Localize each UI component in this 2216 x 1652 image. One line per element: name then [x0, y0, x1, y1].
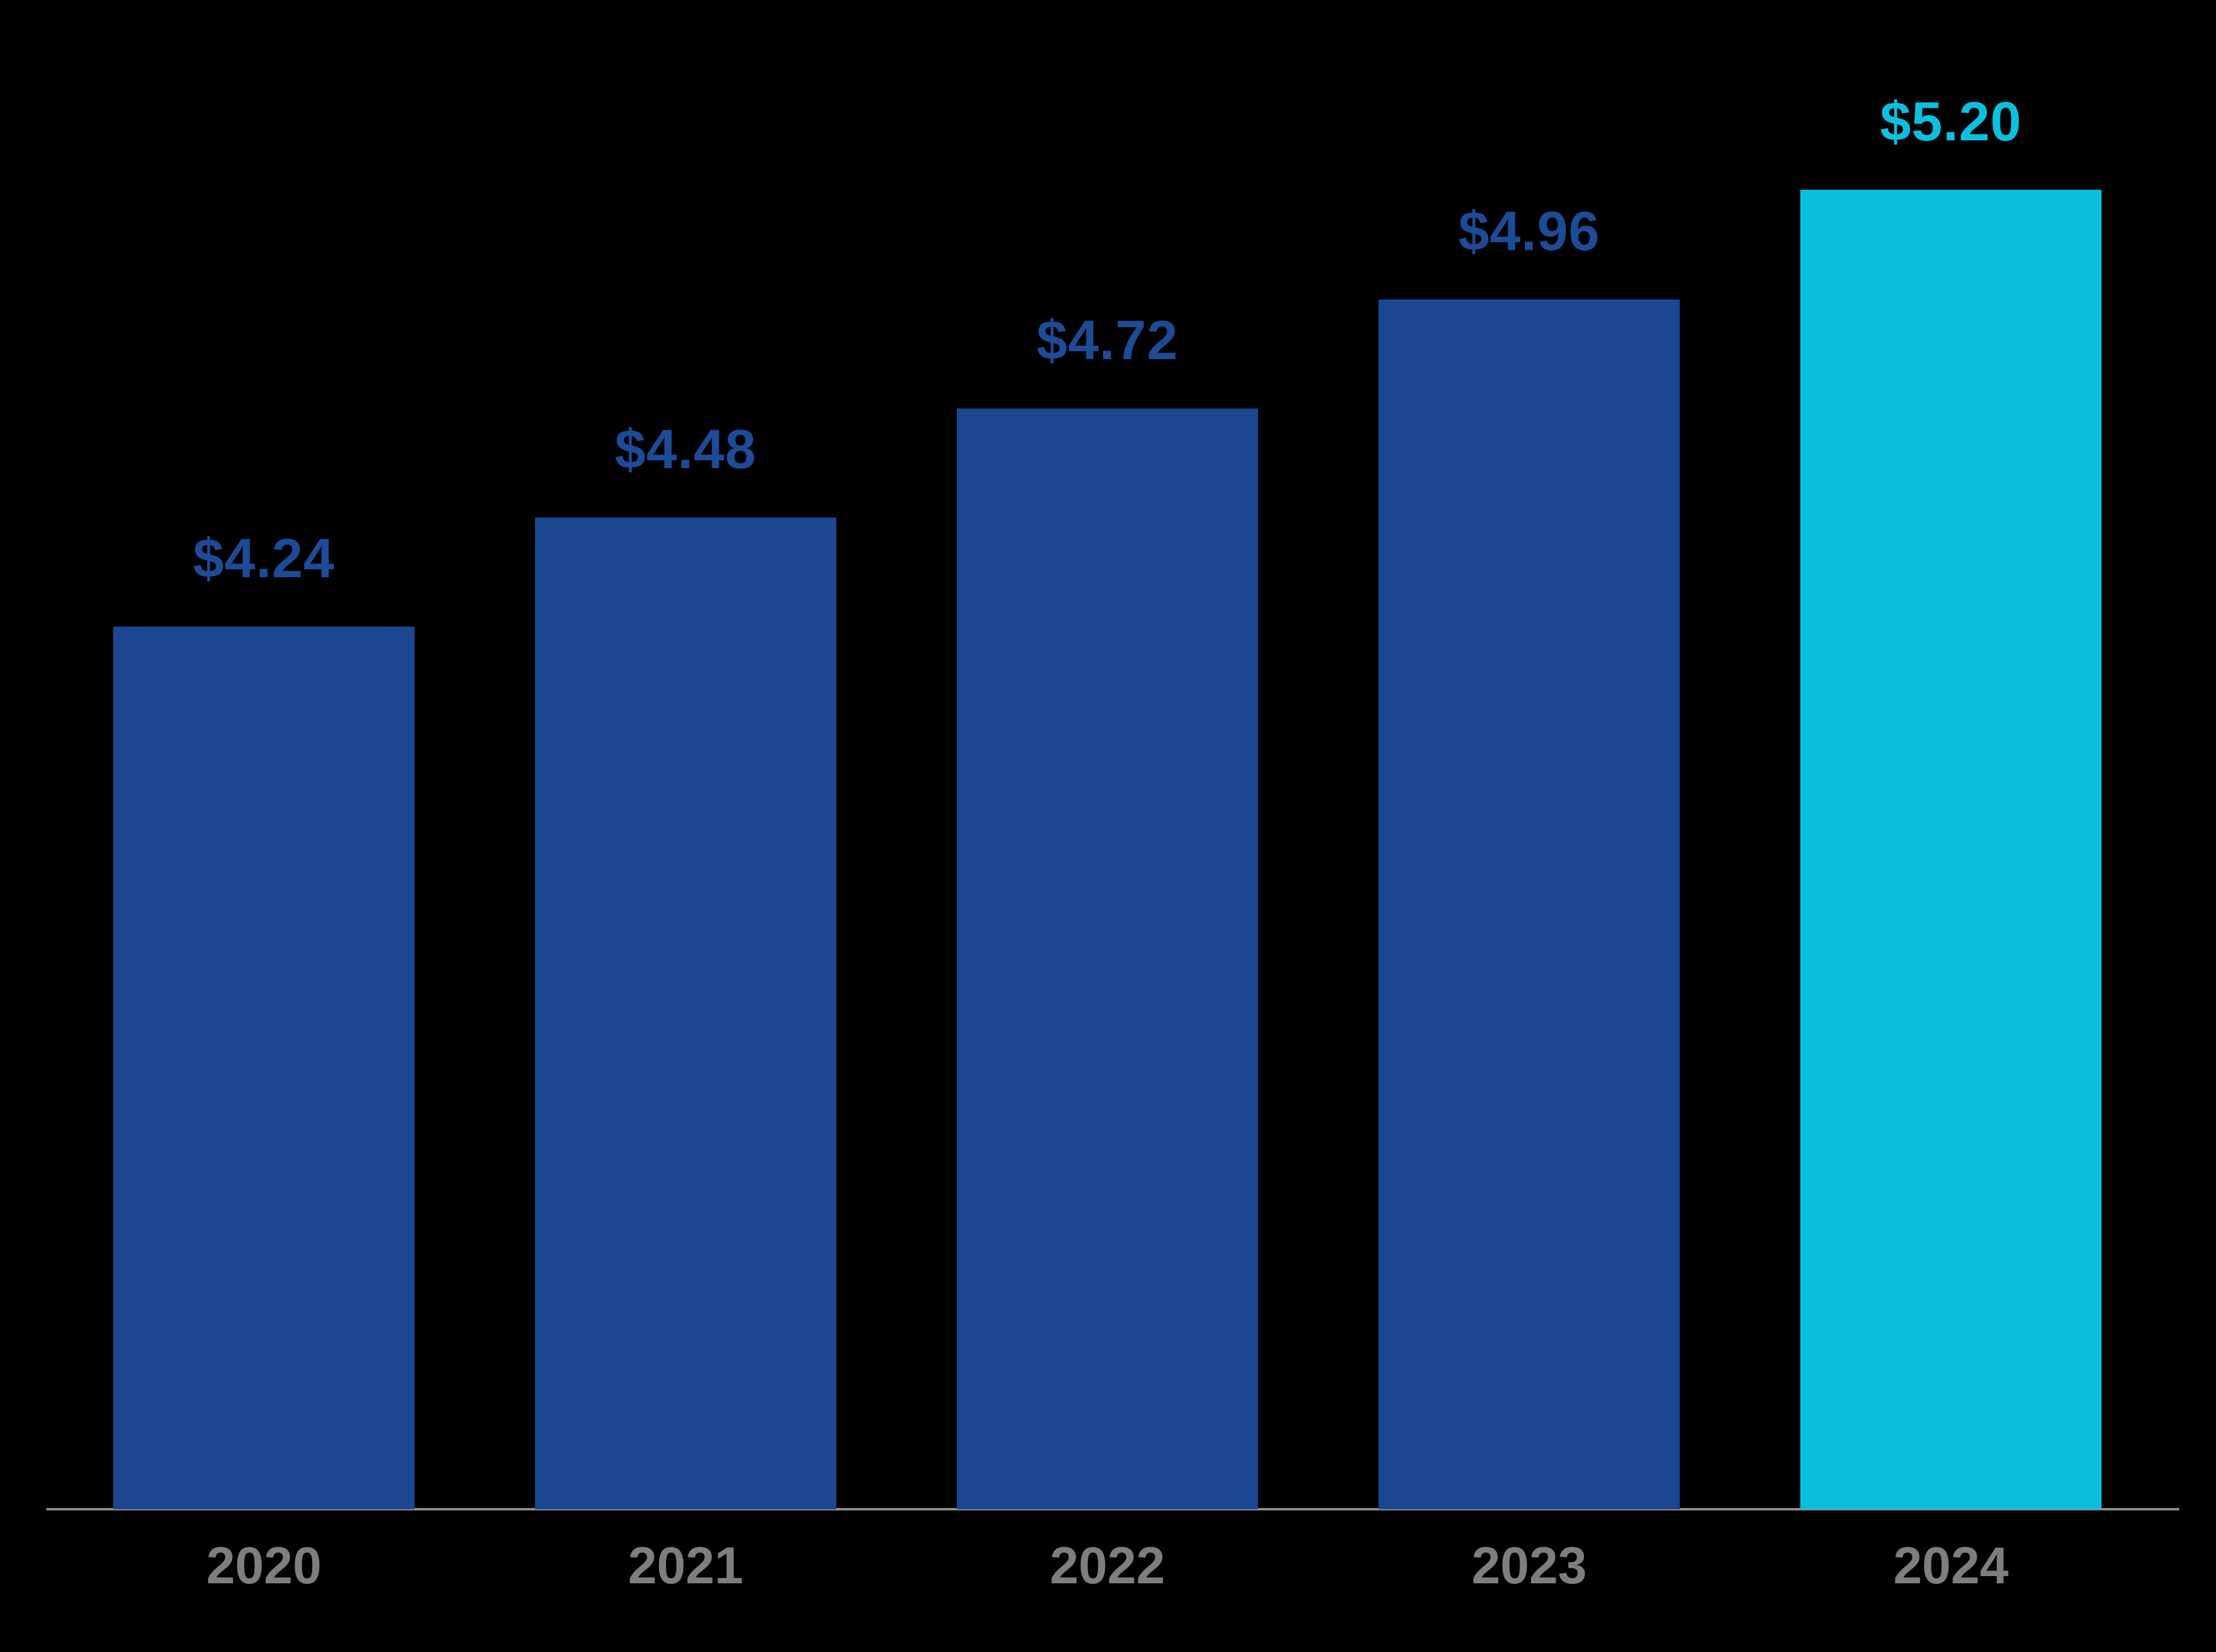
- bar-value-label: $4.24: [193, 528, 335, 589]
- bar-value-label: $4.48: [615, 419, 757, 480]
- bar-value-label: $4.72: [1036, 310, 1178, 371]
- x-axis-label: 2021: [628, 1537, 743, 1595]
- x-axis-label: 2020: [206, 1537, 322, 1595]
- bar: [1800, 190, 2102, 1509]
- x-axis-label: 2022: [1050, 1537, 1165, 1595]
- bar-value-label: $4.96: [1458, 201, 1600, 262]
- bar: [535, 518, 836, 1509]
- bar-value-label: $5.20: [1880, 91, 2022, 152]
- bar: [113, 627, 415, 1509]
- x-axis-label: 2024: [1893, 1537, 2009, 1595]
- bar: [957, 408, 1258, 1509]
- x-axis-label: 2023: [1471, 1537, 1587, 1595]
- bar: [1379, 299, 1680, 1509]
- x-axis-line: [46, 1508, 2179, 1510]
